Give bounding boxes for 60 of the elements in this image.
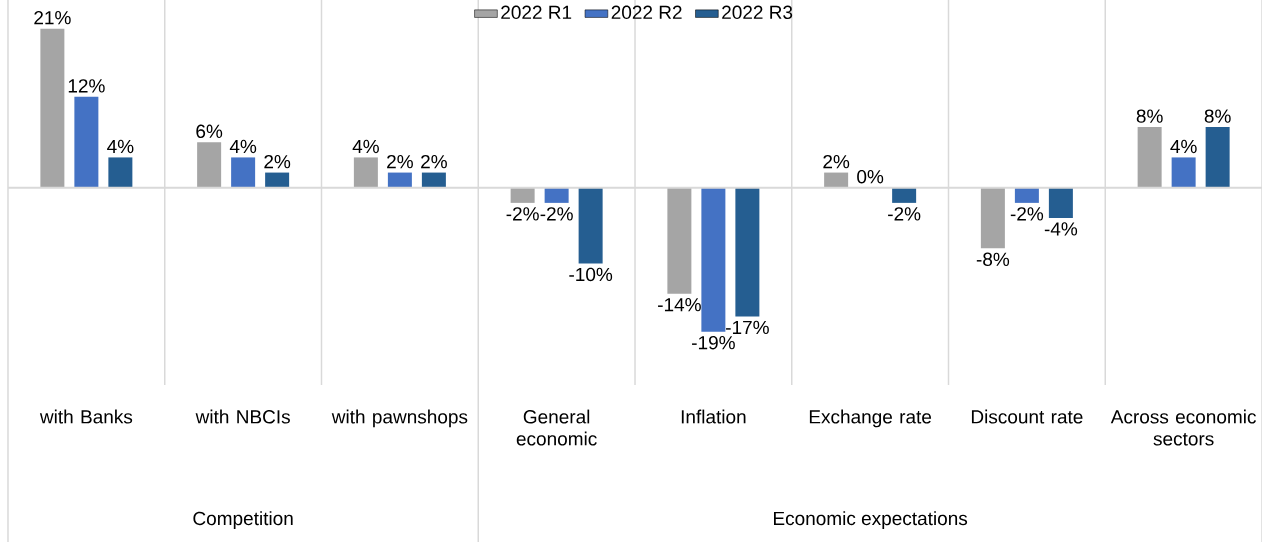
bar [74,96,99,188]
x-tick-label: Discount rate [971,409,1083,424]
bar [197,142,222,188]
data-label: 2% [823,154,850,169]
legend-label: 2022 R1 [501,5,572,20]
data-label: 0% [857,169,884,184]
data-label: -14% [658,298,701,312]
bar [353,157,378,188]
bar [1137,127,1162,188]
x-tick-label: Exchange rate [809,409,932,428]
data-label: -2% [506,207,539,221]
data-label: -2% [540,207,573,221]
data-label: -8% [976,252,1010,267]
bar [701,187,726,332]
x-tick-label: Across economic sectors [1110,409,1256,446]
x-tick-label: Inflation [681,409,746,424]
data-label: 8% [1136,109,1163,123]
legend-label: 2022 R2 [611,5,682,20]
data-label: -4% [1044,222,1078,236]
bar [1048,187,1073,219]
bar [108,157,133,188]
data-label: -2% [888,207,921,221]
bar [980,187,1005,249]
x-tick-label: General economic [516,409,597,446]
legend-label: 2022 R3 [722,5,793,20]
data-label: 4% [229,139,257,154]
data-label: 2% [387,154,413,169]
bar [231,157,256,188]
data-label: -19% [692,335,735,350]
data-label: 8% [1204,109,1231,123]
bar [510,187,535,203]
bar [40,28,65,188]
bar [578,187,603,264]
data-label: 21% [34,10,71,25]
data-label: -2% [1010,207,1044,221]
data-label: 6% [196,124,223,139]
bar [667,187,692,294]
data-label: 2% [264,154,291,169]
bar [387,172,412,188]
bar [265,172,290,188]
data-label: -17% [726,320,769,335]
bar [1014,187,1039,203]
data-label: 2% [421,154,447,169]
data-label: 4% [1170,139,1197,154]
x-tick-label: with Banks [39,409,133,424]
x-tick-label: with pawnshops [331,409,468,428]
bar [892,187,917,203]
data-label: 4% [107,139,134,154]
bar [421,172,446,188]
data-label: -10% [569,267,613,282]
text: Economic expectations [774,511,968,529]
bar [1205,127,1230,188]
data-label: 12% [68,79,105,93]
bar [544,187,569,203]
data-label: 4% [352,139,379,154]
bar [824,172,849,188]
bar [735,187,760,317]
bar [1171,157,1196,188]
x-tick-label: with NBCIs [195,409,290,424]
text: Competition [193,511,293,529]
